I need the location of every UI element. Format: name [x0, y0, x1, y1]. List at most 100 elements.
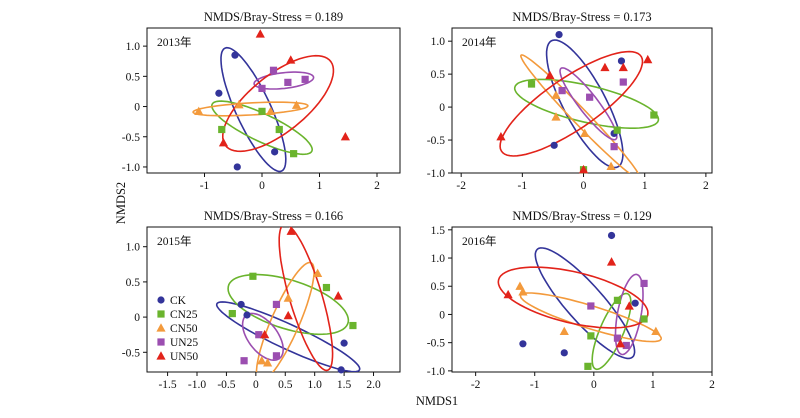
y-tick-label: -0.5	[122, 347, 140, 359]
x-tick-label: -1	[518, 180, 528, 192]
x-tick-label: 0	[253, 379, 259, 391]
legend-marker-un25	[157, 338, 165, 346]
point-un50	[606, 257, 617, 266]
point-ck	[237, 300, 245, 309]
year-label: 2016年	[462, 234, 497, 248]
point-cn25	[527, 80, 536, 88]
ellipse-cn50	[519, 54, 639, 173]
point-un25	[269, 66, 278, 74]
point-un50	[286, 55, 296, 64]
point-cn25	[613, 126, 621, 134]
legend-label: CN50	[170, 323, 198, 335]
ellipse-ck	[220, 46, 287, 173]
point-ck	[550, 141, 558, 149]
point-un25	[240, 357, 248, 365]
point-cn50	[194, 106, 204, 115]
x-tick-label: 1.5	[337, 379, 352, 391]
x-tick-label: -0.5	[217, 379, 235, 391]
x-tick-label: 1.0	[307, 379, 322, 391]
y-tick-label: 0	[439, 309, 445, 321]
y-tick-label: -1.0	[122, 162, 140, 174]
point-un50	[624, 301, 634, 310]
y-tick-label: 1.5	[431, 225, 446, 237]
panel-title: NMDS/Bray-Stress = 0.189	[204, 10, 343, 24]
point-ck	[271, 148, 279, 156]
year-label: 2015年	[157, 234, 192, 248]
legend-label: CN25	[170, 309, 198, 321]
x-tick-label: -1.0	[188, 379, 206, 391]
ellipse-un50	[499, 50, 644, 157]
point-un25	[619, 78, 627, 86]
y-tick-label: 1.0	[431, 36, 446, 48]
point-cn50	[257, 355, 267, 365]
point-un50	[333, 291, 343, 300]
point-un50	[496, 131, 506, 141]
point-un50	[618, 62, 628, 72]
point-cn25	[584, 362, 592, 370]
point-cn25	[322, 283, 331, 292]
ellipse-un25	[559, 67, 618, 141]
point-cn50	[551, 90, 561, 99]
panel-title: NMDS/Bray-Stress = 0.173	[512, 10, 651, 24]
point-un50	[578, 164, 589, 174]
point-un50	[255, 29, 265, 38]
panel-4: NMDS/Bray-Stress = 0.129 -2 -1 0 1 2 -1.0 -0.5 0…	[427, 209, 715, 391]
plot-frame	[451, 27, 713, 174]
point-un25	[258, 84, 266, 93]
point-cn50	[283, 293, 293, 302]
point-cn25	[587, 332, 595, 340]
point-un50	[545, 70, 555, 80]
x-tick-label: 0	[581, 180, 587, 192]
ellipse-cn25	[591, 292, 632, 371]
point-cn50	[266, 106, 276, 115]
point-ck	[560, 349, 568, 357]
point-cn25	[249, 272, 257, 280]
point-cn25	[650, 111, 658, 119]
x-tick-label: 0	[259, 180, 265, 192]
x-tick-label: -1.5	[158, 379, 176, 391]
y-axis-title: NMDS2	[114, 182, 128, 224]
legend-label: UN25	[170, 337, 198, 349]
year-label: 2014年	[462, 35, 497, 49]
ellipse-ck	[545, 39, 624, 169]
x-tick-label: 1	[317, 180, 323, 192]
x-tick-label: 2	[709, 379, 715, 391]
ellipse-layer	[499, 39, 660, 173]
legend-label: CK	[170, 295, 187, 307]
ellipse-ck	[215, 301, 361, 372]
point-cn50	[559, 326, 569, 335]
point-un50	[340, 131, 350, 141]
point-un50	[503, 289, 513, 299]
year-label: 2013年	[157, 35, 192, 49]
panel-title: NMDS/Bray-Stress = 0.129	[512, 209, 651, 223]
ellipse-cn25	[227, 273, 350, 336]
point-cn50	[263, 358, 273, 367]
point-cn50	[515, 281, 525, 290]
point-un25	[622, 341, 630, 350]
x-tick-label: 1	[650, 379, 656, 391]
point-cn25	[290, 150, 298, 158]
point-ck	[631, 299, 639, 307]
plot-frame	[451, 226, 713, 373]
point-un50	[218, 137, 229, 147]
point-ck	[607, 231, 616, 240]
point-un25	[301, 75, 309, 83]
point-un25	[587, 302, 595, 310]
point-un50	[600, 62, 610, 72]
point-un25	[558, 87, 566, 95]
point-ck	[215, 89, 223, 97]
points-layer	[503, 231, 661, 370]
y-tick-label: 1.0	[431, 253, 446, 265]
point-cn25	[228, 309, 236, 318]
point-ck	[233, 163, 241, 171]
point-cn25	[218, 125, 226, 134]
ellipse-cn50	[519, 292, 663, 343]
y-tick-label: 1.0	[126, 41, 141, 53]
point-ck	[231, 51, 239, 59]
point-un50	[615, 338, 626, 348]
ellipse-un50	[278, 227, 334, 372]
point-cn25	[275, 125, 283, 134]
y-tick-label: -0.5	[427, 338, 445, 350]
legend: CK CN25 CN50 UN25 UN50	[156, 295, 198, 363]
